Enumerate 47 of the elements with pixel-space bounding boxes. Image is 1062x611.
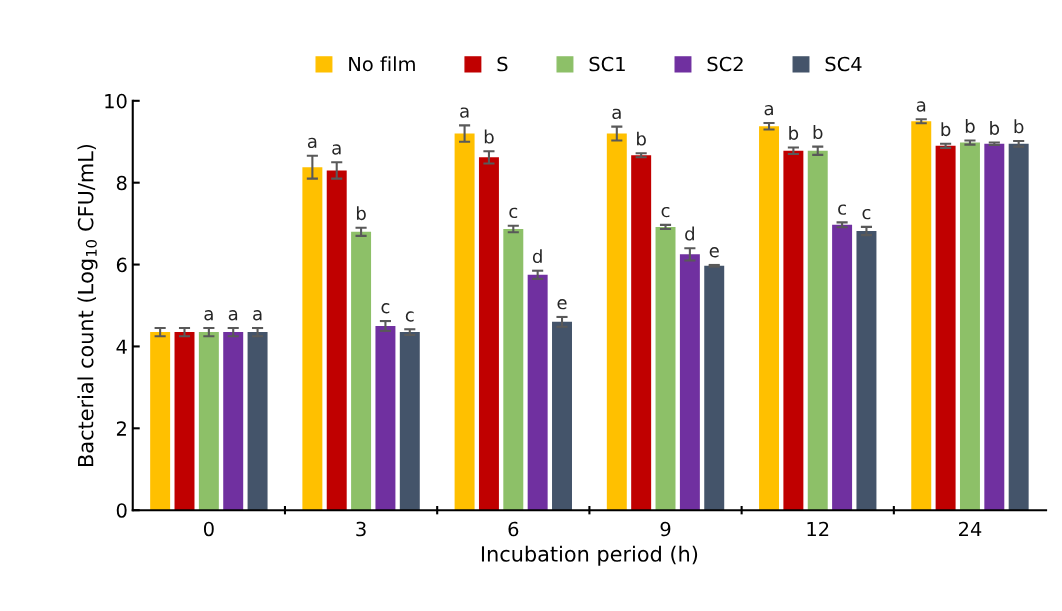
data-label: c	[381, 303, 390, 314]
data-label: b	[484, 129, 494, 144]
data-label: c	[862, 208, 871, 220]
data-label: a	[253, 310, 262, 321]
data-label: a	[460, 107, 469, 118]
data-label: b	[1014, 119, 1024, 134]
legend-label: SC1	[589, 56, 625, 72]
data-label: a	[916, 101, 926, 112]
data-label: a	[764, 104, 773, 116]
data-label: d	[532, 249, 542, 264]
legend-label: SC4	[825, 56, 862, 72]
data-label: b	[789, 125, 799, 140]
data-label: d	[685, 226, 694, 241]
data-label: b	[965, 118, 975, 133]
y-tick-label: 8	[116, 175, 127, 191]
data-label: a	[228, 310, 238, 321]
data-label: a	[307, 137, 317, 149]
x-tick-label: 24	[959, 521, 982, 537]
data-label: b	[941, 122, 951, 137]
y-axis-title: Bacterial count (Log$_{10}$ CFU/mL)	[77, 144, 98, 466]
x-tick-label: 0	[203, 521, 214, 537]
data-label: b	[813, 125, 823, 140]
y-tick-label: 0	[116, 503, 127, 518]
data-label: c	[661, 206, 670, 218]
data-label: b	[356, 206, 366, 221]
data-label: c	[405, 311, 414, 322]
data-label: e	[709, 247, 719, 258]
data-label: c	[838, 204, 846, 215]
y-tick-label: 2	[116, 421, 126, 436]
x-tick-label: 3	[356, 521, 366, 537]
data-label: c	[509, 207, 518, 219]
data-label: e	[557, 299, 567, 310]
y-tick-label: 6	[116, 257, 127, 273]
y-tick-label: 10	[105, 93, 127, 109]
x-tick-label: 12	[807, 521, 829, 537]
data-label: a	[612, 108, 621, 120]
data-label: a	[332, 144, 341, 155]
legend-label: No film	[349, 56, 415, 72]
data-label: a	[204, 310, 213, 321]
data-label: b	[990, 121, 1000, 135]
x-tick-label: 9	[660, 521, 671, 537]
x-axis-title: Incubation period (h)	[481, 545, 698, 566]
legend-label: S	[497, 56, 508, 72]
x-tick-label: 6	[508, 521, 519, 537]
legend-label: SC2	[707, 56, 743, 72]
y-tick-label: 4	[116, 339, 127, 354]
data-label: b	[637, 131, 646, 146]
